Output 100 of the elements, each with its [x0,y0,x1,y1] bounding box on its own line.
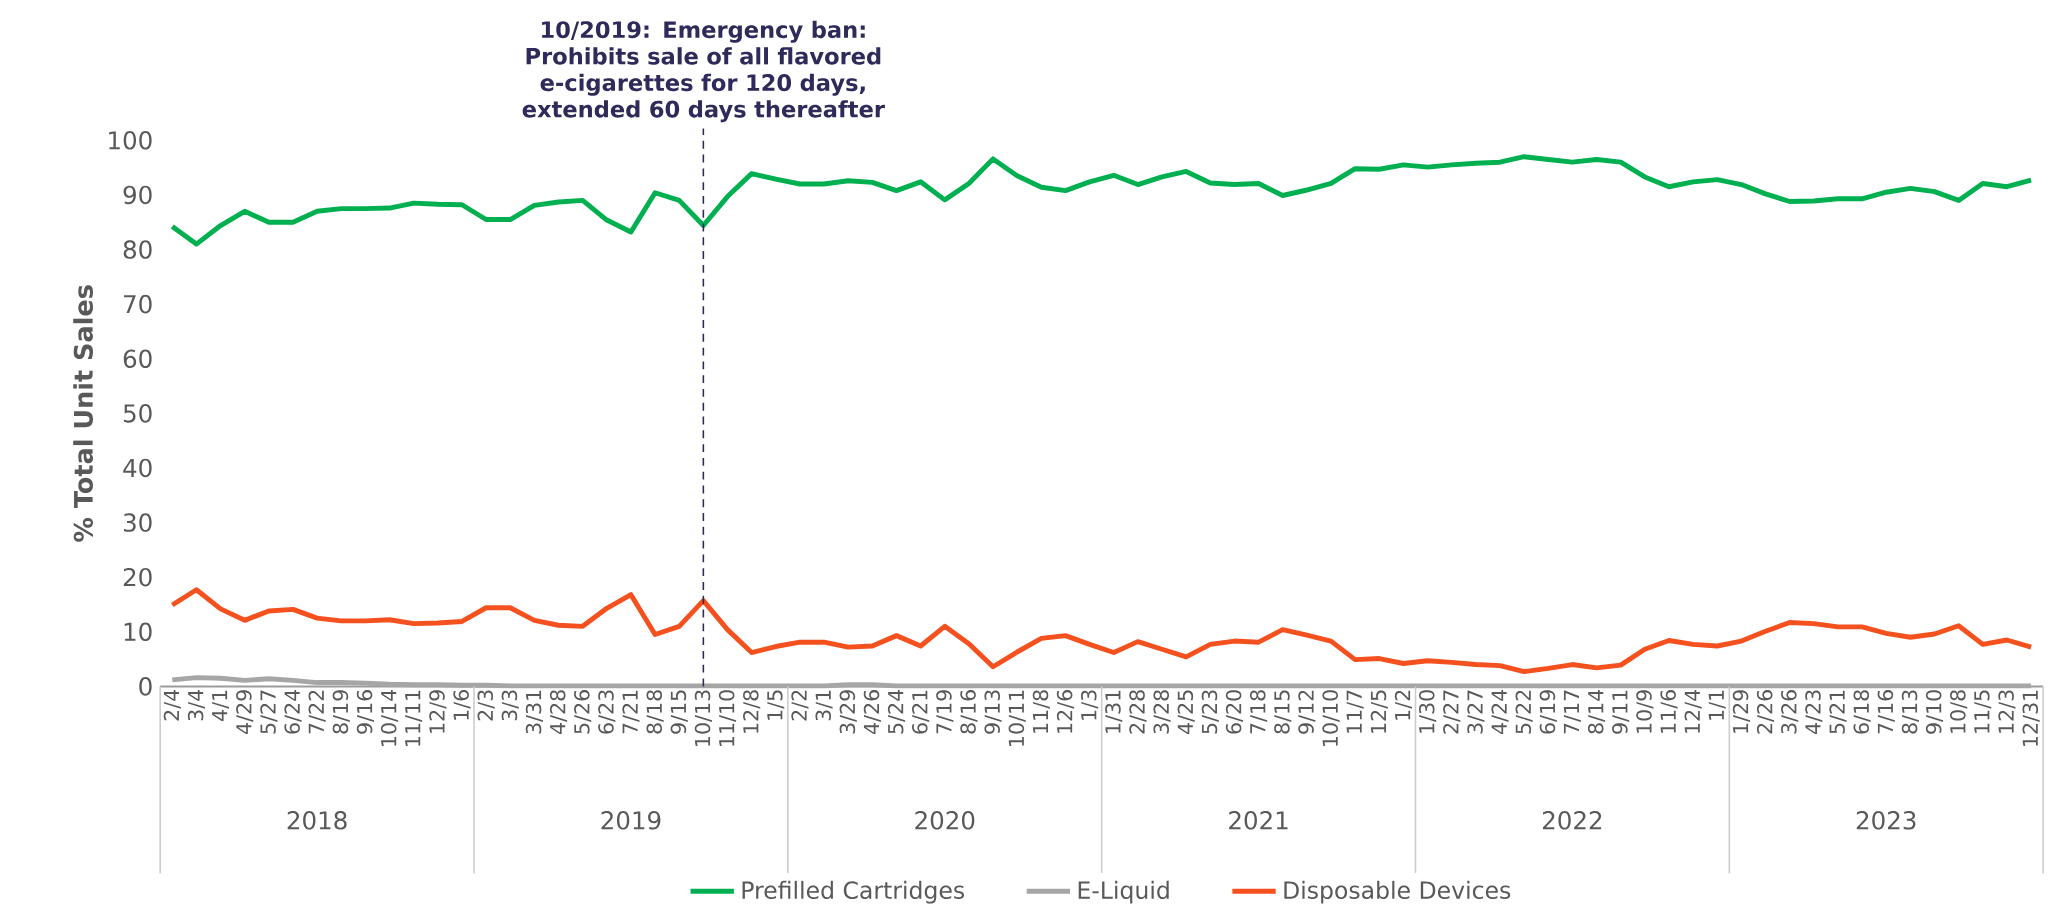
x-tick-label: 9/12 [1298,690,1316,734]
x-tick-label: 6/20 [1225,690,1244,734]
x-tick-label: 9/10 [1925,690,1944,734]
line-series [169,587,2034,675]
x-tick-label: 8/13 [1901,690,1919,734]
x-tick-label: 3/28 [1153,690,1171,734]
x-tick-label: 11/5 [1974,690,1992,733]
x-tick-label: 5/21 [1829,690,1847,734]
x-tick-label: 4/24 [1491,689,1509,735]
x-tick-label: 11/6 [1660,690,1678,733]
x-tick-label: 10/8 [1950,690,1968,733]
x-tick-label: 3/4 [187,689,206,721]
x-tick-label: 4/29 [236,690,254,735]
x-tick-label: 12/5 [1370,690,1388,733]
x-tick-label: 1/5 [767,690,785,720]
x-tick-label: 4/28 [549,690,568,735]
x-tick-label: 7/17 [1563,690,1581,734]
legend-label: Prefilled Cartridges [742,880,965,904]
x-tick-label: 7/19 [936,690,954,734]
x-tick-label: 7/18 [1249,690,1268,734]
x-tick-label: 8/18 [646,690,664,734]
y-tick-label: 20 [123,567,152,587]
x-tick-label: 12/31 [2022,690,2040,746]
legend-label: E-Liquid [1078,880,1169,904]
x-tick-label: 5/27 [260,690,278,734]
x-tick-label: 3/27 [1467,690,1485,734]
x-tick-label: 6/24 [284,689,302,734]
x-tick-label: 6/19 [1539,690,1557,734]
y-tick-label: 30 [123,513,152,532]
x-tick-label: 12/6 [1056,690,1075,733]
x-tick-label: 10/10 [1322,690,1340,746]
x-tick-label: 9/15 [670,690,688,734]
ref-line-label: 10/2019: Emergency ban: Prohibits sale of all flavored e-cigarettes for 120 days, extended 60 days thereafter [522,20,885,123]
y-tick-label: 80 [123,240,152,259]
y-tick-label: 50 [123,404,152,423]
line-series [169,154,2034,247]
x-tick-label: 2/4 [163,689,181,721]
x-tick-label: 12/3 [1998,690,2016,733]
text: 2018 [287,811,347,830]
x-tick-label: 12/8 [743,690,761,733]
x-tick-label: 2/26 [1756,690,1775,734]
x-tick-label: 12/9 [429,690,447,733]
x-tick-label: 1/31 [1105,690,1123,733]
x-tick-label: 7/16 [1877,690,1895,734]
x-tick-label: 10/14 [380,689,399,746]
x-tick-label: 4/25 [1177,690,1195,735]
x-tick-label: 6/18 [1853,690,1871,734]
x-tick-label: 3/1 [815,690,833,721]
x-tick-label: 10/11 [1008,690,1026,746]
x-tick-label: 6/23 [598,690,616,734]
y-tick-label: 0 [139,677,152,696]
x-tick-label: 10/9 [1636,690,1654,733]
x-tick-label: 8/16 [960,690,978,734]
y-tick-label: 90 [123,185,152,205]
x-tick-label: 5/26 [574,690,592,734]
x-tick-label: 8/19 [332,690,350,734]
text: 2019 [601,811,661,830]
text: 2023 [1856,811,1916,830]
x-tick-label: 7/21 [622,690,640,734]
legend-label: Disposable Devices [1284,880,1511,904]
x-tick-label: 11/7 [1346,690,1364,733]
text: 2022 [1542,811,1602,830]
x-tick-label: 4/23 [1805,690,1823,735]
x-tick-label: 5/22 [1515,690,1533,734]
x-tick-label: 11/10 [718,690,737,746]
x-tick-label: 8/15 [1274,690,1292,734]
x-tick-label: 1/1 [1708,690,1726,720]
text: 2020 [915,811,975,830]
x-tick-label: 11/11 [405,690,423,746]
x-tick-label: 12/4 [1684,689,1702,733]
x-tick-label: 4/26 [863,690,881,735]
x-tick-label: 2/28 [1129,690,1147,734]
x-tick-label: 5/24 [887,689,906,734]
x-tick-label: 6/21 [912,690,930,734]
x-tick-label: 1/30 [1418,690,1437,733]
x-tick-label: 2/27 [1443,690,1461,734]
x-tick-label: 8/14 [1587,689,1606,734]
text: 2021 [1229,811,1288,830]
x-tick-label: 7/22 [308,690,326,734]
x-tick-label: 2/2 [791,690,809,721]
y-axis-title: % Total Unit Sales [73,285,93,542]
x-tick-label: 2/3 [477,690,495,721]
x-tick-label: 4/1 [212,690,230,721]
x-tick-label: 9/16 [356,690,374,734]
x-tick-label: 3/3 [501,690,519,721]
y-tick-label: 100 [109,131,152,150]
x-tick-label: 3/29 [839,690,857,734]
x-tick-label: 3/31 [525,690,543,734]
x-tick-label: 1/3 [1080,690,1099,720]
y-tick-label: 40 [123,458,152,478]
x-tick-label: 3/26 [1781,690,1799,734]
x-tick-label: 9/11 [1612,690,1630,734]
x-tick-label: 1/29 [1732,690,1750,733]
y-tick-label: 70 [124,294,152,314]
x-tick-label: 9/13 [984,690,1002,734]
x-tick-label: 10/13 [694,690,712,746]
x-tick-label: 5/23 [1201,690,1219,734]
y-tick-label: 10 [124,622,152,642]
x-tick-label: 11/8 [1032,690,1050,733]
x-tick-label: 1/6 [453,690,471,720]
